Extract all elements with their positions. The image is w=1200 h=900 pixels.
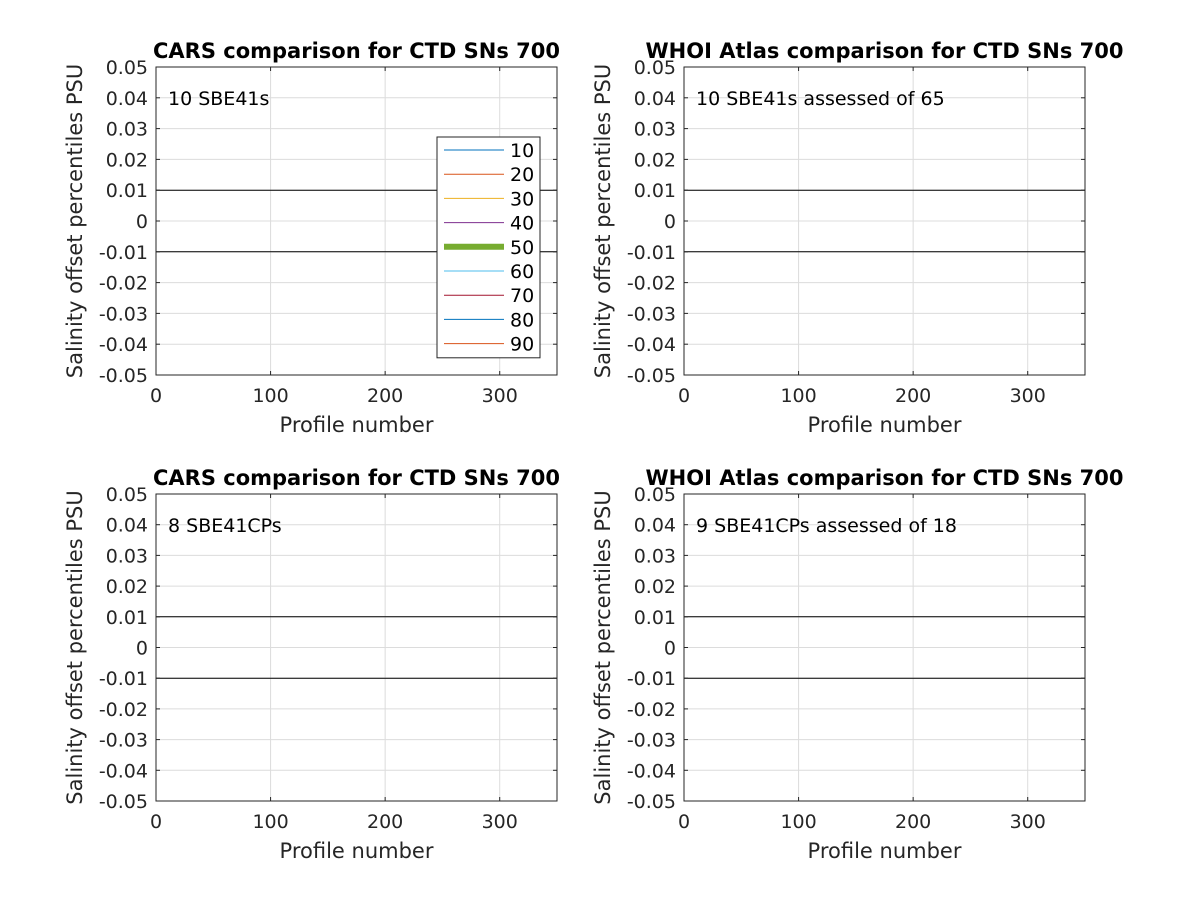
y-tick-label: -0.03 <box>627 730 676 752</box>
legend-label-80: 80 <box>510 309 534 331</box>
y-tick-label: -0.01 <box>99 668 148 690</box>
y-tick-label: 0.02 <box>634 576 676 598</box>
y-tick-label: 0.03 <box>634 545 676 567</box>
annotation-text: 10 SBE41s <box>168 88 269 110</box>
x-axis-label: Profile number <box>280 839 434 863</box>
y-tick-label: 0.04 <box>106 515 148 537</box>
y-tick-label: 0 <box>664 211 676 233</box>
x-tick-label: 0 <box>678 811 690 833</box>
y-tick-label: -0.02 <box>99 273 148 295</box>
y-tick-label: 0.03 <box>106 119 148 141</box>
x-tick-label: 200 <box>895 385 931 407</box>
y-tick-label: -0.05 <box>99 365 148 387</box>
x-tick-label: 100 <box>252 811 288 833</box>
y-axis-label: Salinity offset percentiles PSU <box>63 64 87 378</box>
legend-label-10: 10 <box>510 140 534 162</box>
legend-label-60: 60 <box>510 261 534 283</box>
y-tick-label: -0.04 <box>627 760 676 782</box>
y-axis-label: Salinity offset percentiles PSU <box>63 490 87 804</box>
y-tick-label: 0.01 <box>106 607 148 629</box>
y-tick-label: 0 <box>136 638 148 660</box>
y-tick-label: 0.02 <box>634 149 676 171</box>
chart-title: CARS comparison for CTD SNs 700 <box>153 39 560 63</box>
y-tick-label: -0.04 <box>99 334 148 356</box>
legend-label-70: 70 <box>510 285 534 307</box>
chart-panel-2: 0 100 200 300 -0.05 -0.04 -0.03 -0.02 -0.01 0 0.01… <box>591 39 1123 437</box>
chart-panel-1: 0 100 200 300 -0.05 -0.04 -0.03 -0.02 -0.01 0 0.01… <box>63 39 560 437</box>
y-tick-label: 0.04 <box>106 88 148 110</box>
x-tick-label: 100 <box>780 385 816 407</box>
x-tick-label: 200 <box>895 811 931 833</box>
y-tick-label: 0.04 <box>634 88 676 110</box>
legend-label-20: 20 <box>510 164 534 186</box>
y-tick-label: -0.04 <box>627 334 676 356</box>
x-tick-label: 100 <box>780 811 816 833</box>
y-tick-label: 0.01 <box>634 607 676 629</box>
y-tick-label: -0.04 <box>99 760 148 782</box>
chart-panel-4: 0 100 200 300 -0.05 -0.04 -0.03 -0.02 -0.01 0 0.01… <box>591 466 1123 863</box>
y-axis-label: Salinity offset percentiles PSU <box>591 64 615 378</box>
y-tick-label: -0.01 <box>627 668 676 690</box>
legend-label-40: 40 <box>510 213 534 235</box>
y-tick-label: -0.05 <box>627 791 676 813</box>
y-tick-label: -0.05 <box>99 791 148 813</box>
x-tick-label: 200 <box>367 385 403 407</box>
y-tick-label: -0.03 <box>627 303 676 325</box>
y-tick-label: -0.03 <box>99 303 148 325</box>
y-tick-label: 0.02 <box>106 576 148 598</box>
y-tick-label: 0.01 <box>106 180 148 202</box>
legend-label-30: 30 <box>510 188 534 210</box>
legend-label-50: 50 <box>510 237 534 259</box>
y-tick-label: -0.01 <box>627 242 676 264</box>
x-tick-label: 300 <box>482 385 518 407</box>
y-tick-label: 0.03 <box>106 545 148 567</box>
x-axis-label: Profile number <box>808 839 962 863</box>
x-axis-label: Profile number <box>280 413 434 437</box>
x-tick-label: 100 <box>252 385 288 407</box>
y-tick-label: -0.02 <box>627 699 676 721</box>
y-tick-label: 0.05 <box>106 57 148 79</box>
y-tick-label: 0 <box>136 211 148 233</box>
chart-panel-3: 0 100 200 300 -0.05 -0.04 -0.03 -0.02 -0.01 0 0.01… <box>63 466 560 863</box>
x-tick-label: 300 <box>482 811 518 833</box>
y-tick-label: 0.05 <box>106 484 148 506</box>
y-tick-label: 0.05 <box>634 57 676 79</box>
y-axis-label: Salinity offset percentiles PSU <box>591 490 615 804</box>
x-axis-label: Profile number <box>808 413 962 437</box>
chart-title: WHOI Atlas comparison for CTD SNs 700 <box>646 39 1124 63</box>
chart-title: CARS comparison for CTD SNs 700 <box>153 466 560 490</box>
x-tick-label: 200 <box>367 811 403 833</box>
y-tick-label: 0.01 <box>634 180 676 202</box>
chart-title: WHOI Atlas comparison for CTD SNs 700 <box>646 466 1124 490</box>
x-tick-label: 300 <box>1010 385 1046 407</box>
y-tick-label: -0.02 <box>627 273 676 295</box>
y-tick-label: -0.01 <box>99 242 148 264</box>
y-tick-label: -0.03 <box>99 730 148 752</box>
y-tick-label: -0.02 <box>99 699 148 721</box>
y-tick-label: 0 <box>664 638 676 660</box>
y-tick-label: -0.05 <box>627 365 676 387</box>
annotation-text: 9 SBE41CPs assessed of 18 <box>696 515 957 537</box>
x-tick-label: 0 <box>150 811 162 833</box>
y-tick-label: 0.02 <box>106 149 148 171</box>
annotation-text: 8 SBE41CPs <box>168 515 282 537</box>
annotation-text: 10 SBE41s assessed of 65 <box>696 88 945 110</box>
y-tick-label: 0.05 <box>634 484 676 506</box>
x-tick-label: 300 <box>1010 811 1046 833</box>
y-tick-label: 0.03 <box>634 119 676 141</box>
y-tick-label: 0.04 <box>634 515 676 537</box>
x-tick-label: 0 <box>678 385 690 407</box>
legend-label-90: 90 <box>510 334 534 356</box>
x-tick-label: 0 <box>150 385 162 407</box>
